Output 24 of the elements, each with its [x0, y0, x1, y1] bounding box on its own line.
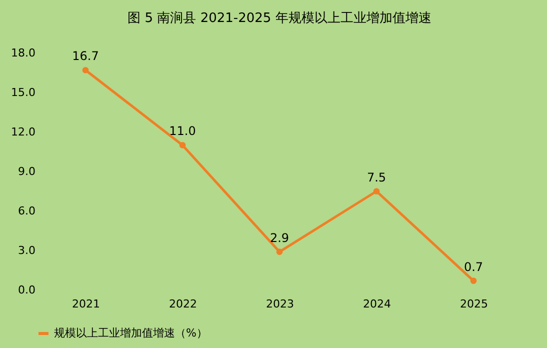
x-tick-label: 2024 [363, 298, 391, 310]
y-tick-label: 9.0 [18, 165, 36, 178]
data-label: 7.5 [366, 170, 386, 184]
data-label: 2.9 [270, 230, 290, 245]
x-tick-label: 2022 [169, 298, 197, 310]
y-tick-label: 6.0 [18, 204, 36, 218]
data-label: 0.7 [464, 260, 484, 274]
y-tick-label: 12.0 [11, 126, 36, 138]
y-tick-label: 15.0 [11, 86, 36, 99]
chart-title: 图 5 南涧县 2021-2025 年规模以上工业增加值增速 [128, 11, 432, 26]
point [276, 248, 283, 255]
y-tick-label: 3.0 [18, 244, 36, 257]
point [179, 142, 186, 148]
legend-label: 规模以上工业增加值增速（%） [54, 326, 208, 340]
point [82, 66, 89, 74]
x-tick-label: 2025 [460, 298, 488, 310]
point [373, 188, 380, 194]
data-label: 16.7 [72, 49, 99, 64]
data-label: 11.0 [169, 124, 196, 138]
y-tick-label: 0.0 [18, 284, 36, 296]
x-tick-label: 2023 [266, 298, 294, 310]
x-tick-label: 2021 [72, 298, 100, 310]
y-tick-label: 18.0 [11, 46, 36, 60]
point [470, 278, 477, 284]
